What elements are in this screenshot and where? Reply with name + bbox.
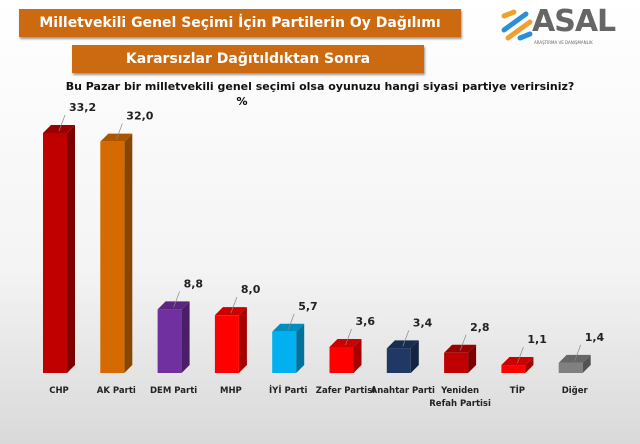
bar-top: [272, 323, 305, 332]
asal-logo: ASAL ARAŞTIRMA VE DANIŞMANLIK: [500, 4, 620, 48]
bar-top: [214, 307, 247, 316]
bar-side: [582, 354, 591, 373]
bar-top: [444, 344, 477, 353]
category-label: Anahtar Parti: [371, 386, 435, 396]
bar-top: [157, 301, 190, 310]
bar-side: [296, 323, 305, 373]
bar-3: [214, 307, 247, 373]
leader-line: [230, 297, 238, 314]
bar-7: [444, 344, 477, 373]
bar-4: [272, 323, 305, 373]
value-label: 32,0: [126, 110, 153, 123]
unit-label: %: [236, 95, 248, 108]
bar-9: [558, 354, 591, 373]
bar-1: [100, 133, 133, 373]
bar-side: [124, 133, 133, 373]
value-label: 3,6: [356, 315, 376, 328]
chart-question: Bu Pazar bir milletvekili genel seçimi o…: [65, 80, 575, 93]
value-label: 5,7: [298, 300, 318, 313]
bar-front: [157, 309, 182, 373]
leader-line: [459, 334, 467, 351]
value-label: 1,4: [585, 331, 605, 344]
bar-front: [558, 362, 583, 373]
leader-line: [402, 330, 410, 347]
value-label: 2,8: [470, 321, 490, 334]
bar-top: [329, 338, 362, 347]
bar-side: [353, 338, 362, 373]
category-label: DEM Parti: [150, 386, 197, 396]
bar-side: [410, 340, 419, 373]
bar-side: [468, 344, 477, 373]
leader-line: [517, 346, 524, 364]
category-label: TİP: [510, 385, 525, 396]
bar-front: [43, 133, 67, 373]
bar-side: [238, 307, 247, 373]
bar-front: [214, 315, 239, 373]
category-label: İYİ Parti: [269, 385, 307, 396]
leader-line: [287, 313, 295, 330]
leader-line: [345, 328, 352, 346]
leader-line: [574, 344, 582, 362]
leader-line: [173, 291, 180, 308]
bar-front: [329, 346, 354, 373]
bar-front: [444, 352, 469, 373]
leader-line: [58, 114, 66, 132]
bar-top: [386, 340, 419, 349]
title-banner: Milletvekili Genel Seçimi İçin Partileri…: [19, 9, 461, 37]
bar-side: [525, 357, 534, 373]
bar-top: [501, 357, 534, 366]
value-label: 8,8: [184, 277, 204, 290]
bar-0: [43, 125, 75, 373]
leader-line: [115, 123, 123, 140]
bar-2: [157, 301, 190, 373]
category-label: Zafer Partisi: [316, 386, 375, 396]
bar-8: [501, 357, 534, 373]
category-label: AK Parti: [97, 386, 136, 396]
category-label: Diğer: [562, 386, 589, 396]
logo-mark-icon: [501, 9, 533, 41]
bar-front: [272, 331, 297, 373]
bar-side: [67, 125, 75, 373]
subtitle-banner: Kararsızlar Dağıtıldıktan Sonra: [72, 45, 424, 73]
value-label: 1,1: [527, 333, 547, 346]
category-label: Refah Partisi: [429, 399, 491, 409]
category-label: Yeniden: [440, 386, 479, 396]
bar-top: [100, 133, 133, 142]
bar-front: [386, 348, 411, 373]
bar-front: [100, 141, 125, 373]
value-label: 33,2: [69, 101, 96, 114]
bar-top: [43, 125, 75, 133]
value-label: 8,0: [241, 283, 261, 296]
bar-top: [558, 354, 591, 363]
value-label: 3,4: [413, 316, 433, 329]
category-label: MHP: [220, 386, 242, 396]
bar-5: [329, 338, 362, 373]
bar-front: [501, 365, 526, 373]
bar-side: [181, 301, 190, 373]
category-label: CHP: [49, 386, 69, 396]
bar-6: [386, 340, 419, 373]
